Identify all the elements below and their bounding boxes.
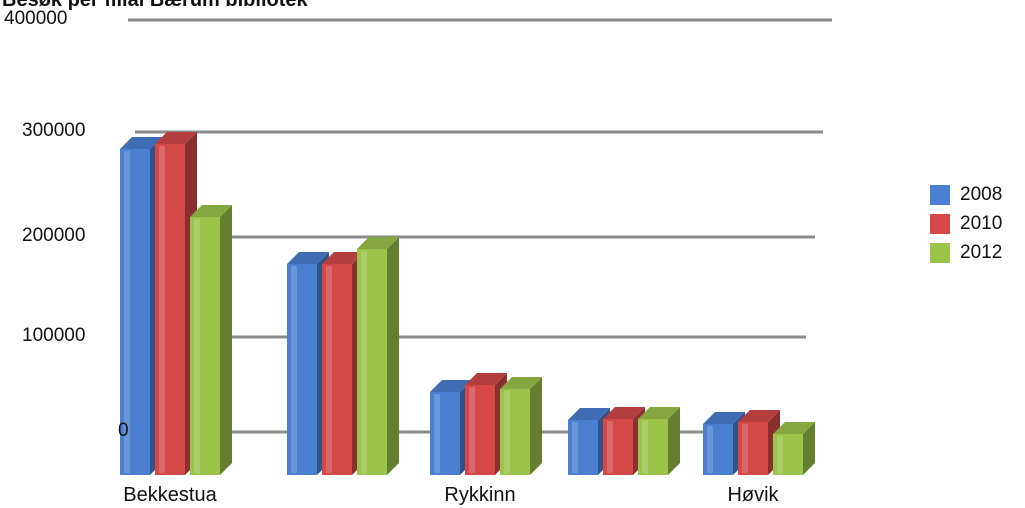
bar-2008-Høvik: [703, 412, 745, 475]
bar-2012-Bekkestua: [190, 205, 232, 475]
x-tick-label: Høvik: [727, 484, 779, 506]
x-tick-label: Bekkestua: [123, 484, 217, 506]
legend-item-2010: 2010: [930, 209, 1002, 238]
legend-label-2012: 2012: [960, 241, 1003, 263]
y-tick-label: 0: [118, 420, 129, 441]
legend-swatch-2010: [930, 213, 950, 234]
y-tick-label: 100000: [22, 325, 86, 346]
bar-2012-Rykkinn: [500, 377, 542, 475]
legend-swatch-2008: [930, 184, 950, 205]
chart-title: Besøk per filial Bærum bibliotek: [2, 0, 308, 11]
legend: 2008 2010 2012: [930, 180, 1002, 267]
y-tick-label: 400000: [4, 8, 68, 29]
legend-swatch-2012: [930, 242, 950, 263]
legend-label-2010: 2010: [960, 212, 1003, 234]
legend-item-2012: 2012: [930, 238, 1002, 267]
bar-2012-category-2: [357, 237, 399, 475]
y-tick-label: 200000: [22, 225, 86, 246]
bar-2012-category-4: [638, 407, 680, 475]
y-tick-label: 300000: [22, 120, 86, 141]
bar-2012-Høvik: [773, 422, 815, 475]
legend-item-2008: 2008: [930, 180, 1002, 209]
x-tick-label: Rykkinn: [444, 484, 516, 506]
legend-label-2008: 2008: [960, 183, 1003, 205]
